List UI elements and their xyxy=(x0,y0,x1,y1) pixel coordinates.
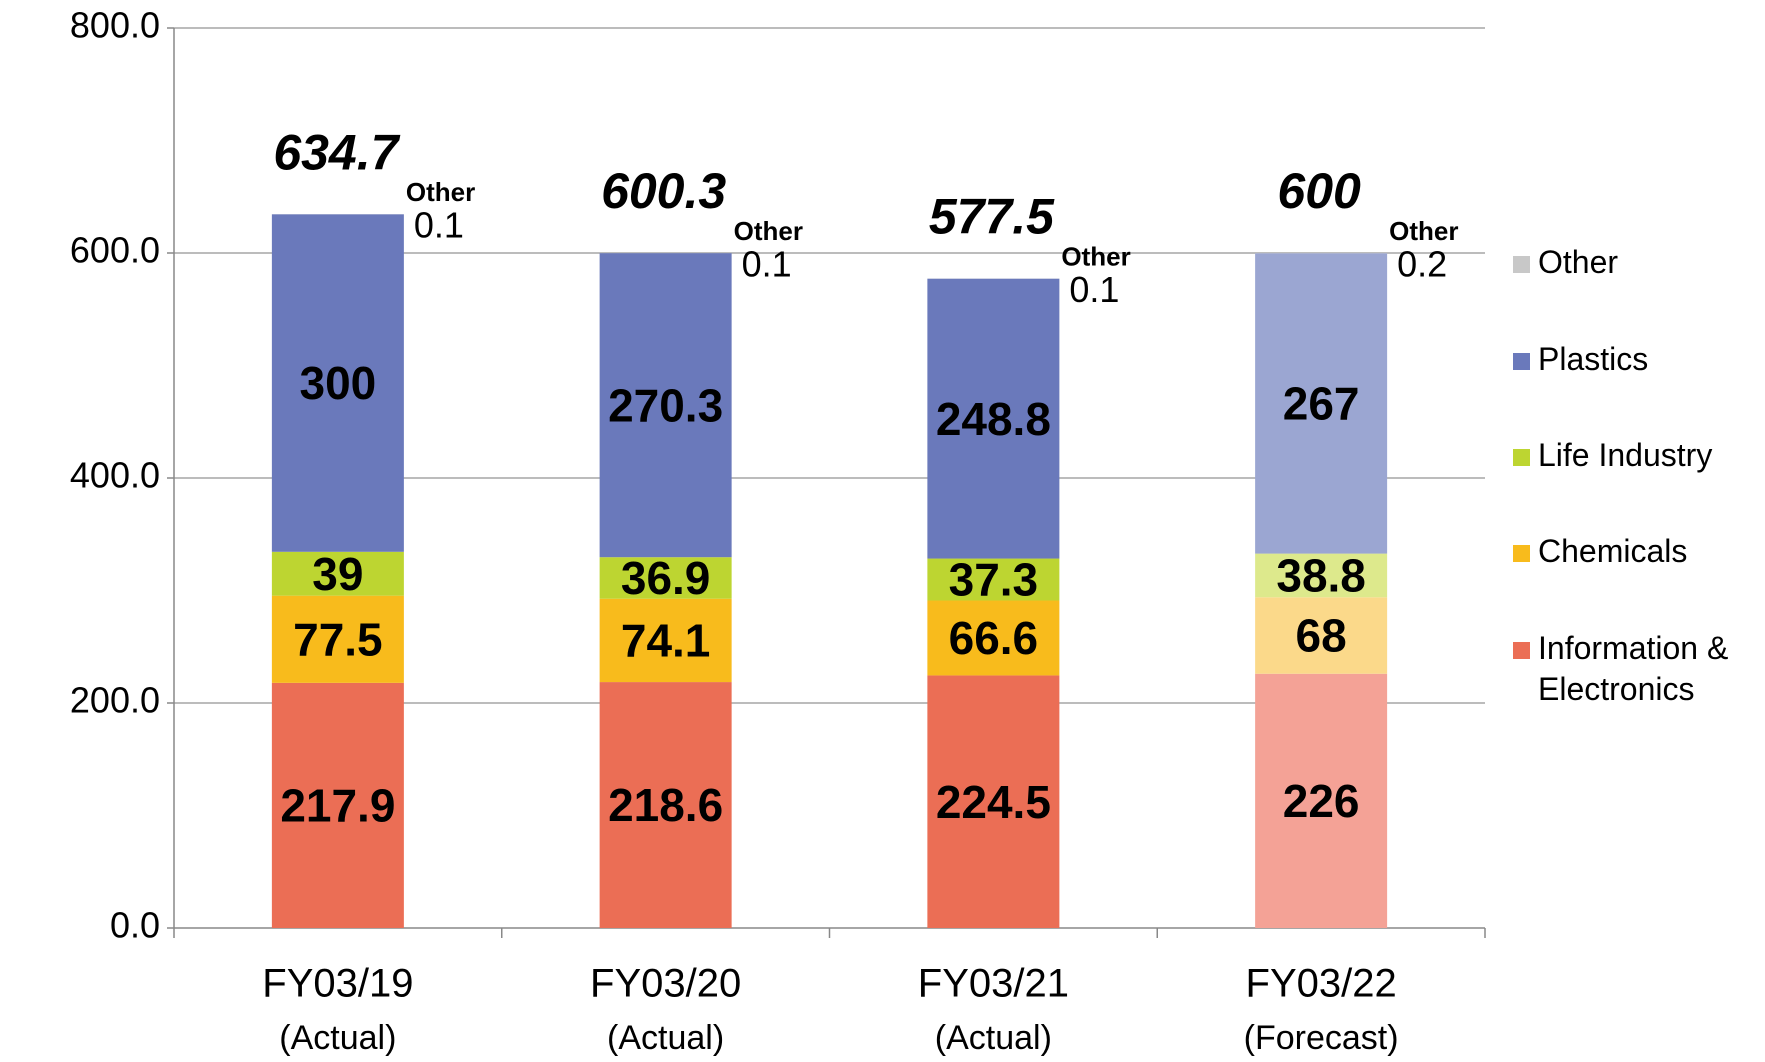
bar-segment xyxy=(271,551,404,596)
legend-label: Plastics xyxy=(1538,341,1649,377)
legend-label: Other xyxy=(1538,244,1619,280)
legend-label: Information & Electronics xyxy=(1538,630,1729,707)
total-label: 634.7 xyxy=(273,124,400,180)
other-label: Other xyxy=(1061,241,1130,271)
y-tick-label: 600.0 xyxy=(70,230,160,271)
total-label: 600 xyxy=(1277,163,1361,219)
data-label: 0.1 xyxy=(1069,269,1119,310)
legend-swatch xyxy=(1513,256,1530,273)
legend-swatch xyxy=(1513,353,1530,370)
bar-segment xyxy=(1255,597,1388,674)
data-label: 39 xyxy=(312,548,363,600)
data-label: 0.1 xyxy=(742,244,792,285)
bar-segment xyxy=(599,253,732,558)
data-label: 68 xyxy=(1296,610,1347,662)
data-label: 36.9 xyxy=(621,552,711,604)
data-label: 0.1 xyxy=(414,205,464,246)
legend-swatch xyxy=(1513,642,1530,659)
data-label: 300 xyxy=(300,357,377,409)
total-label: 577.5 xyxy=(929,189,1055,245)
legend-swatch xyxy=(1513,449,1530,466)
data-label: 224.5 xyxy=(936,776,1051,828)
legend-entry: Information & Electronics xyxy=(1538,630,1729,707)
other-label: Other xyxy=(1389,216,1458,246)
data-label: 218.6 xyxy=(608,779,723,831)
y-tick-label: 400.0 xyxy=(70,455,160,496)
data-label: 217.9 xyxy=(280,780,395,832)
legend-entry: Plastics xyxy=(1538,341,1649,377)
data-label: 74.1 xyxy=(621,615,711,667)
data-label: 77.5 xyxy=(293,613,383,665)
other-label: Other xyxy=(734,216,803,246)
legend-swatch xyxy=(1513,545,1530,562)
y-tick-label: 200.0 xyxy=(70,680,160,721)
y-tick-label: 800.0 xyxy=(70,5,160,46)
bar-segment xyxy=(1255,673,1388,928)
legend-label: Life Industry xyxy=(1538,437,1713,473)
bar-segment xyxy=(1255,253,1388,554)
other-label: Other xyxy=(406,177,475,207)
bar-segment xyxy=(599,598,732,683)
x-tick-sublabel: (Actual) xyxy=(279,1019,396,1057)
data-label: 0.2 xyxy=(1397,244,1447,285)
data-label: 66.6 xyxy=(949,612,1039,664)
x-tick-sublabel: (Forecast) xyxy=(1244,1019,1399,1057)
bar-segment xyxy=(271,682,404,928)
legend-label: Chemicals xyxy=(1538,533,1688,569)
x-tick-label: FY03/21 xyxy=(918,962,1069,1006)
legend-entry: Chemicals xyxy=(1538,533,1688,569)
data-label: 270.3 xyxy=(608,379,723,431)
y-tick-label: 0.0 xyxy=(110,905,160,946)
x-tick-label: FY03/20 xyxy=(590,962,741,1006)
bar-segment xyxy=(599,682,732,928)
legend-entry: Life Industry xyxy=(1538,437,1713,473)
data-label: 267 xyxy=(1283,378,1360,430)
legend-entry: Other xyxy=(1538,244,1619,280)
x-tick-sublabel: (Actual) xyxy=(607,1019,724,1057)
bar-segment xyxy=(599,557,732,599)
x-tick-sublabel: (Actual) xyxy=(935,1019,1052,1057)
data-label: 226 xyxy=(1283,775,1360,827)
bar-segment xyxy=(927,675,1060,928)
bar-segment xyxy=(927,278,1060,559)
bar-segment xyxy=(271,595,404,683)
bar-segment xyxy=(927,558,1060,601)
data-label: 38.8 xyxy=(1276,550,1366,602)
bar-segment xyxy=(927,600,1060,676)
bar-segment xyxy=(271,214,404,552)
total-label: 600.3 xyxy=(601,163,726,219)
x-tick-label: FY03/19 xyxy=(262,962,413,1006)
bar-segment xyxy=(1255,553,1388,598)
data-label: 248.8 xyxy=(936,393,1051,445)
data-label: 37.3 xyxy=(949,554,1039,606)
x-tick-label: FY03/22 xyxy=(1246,962,1397,1006)
